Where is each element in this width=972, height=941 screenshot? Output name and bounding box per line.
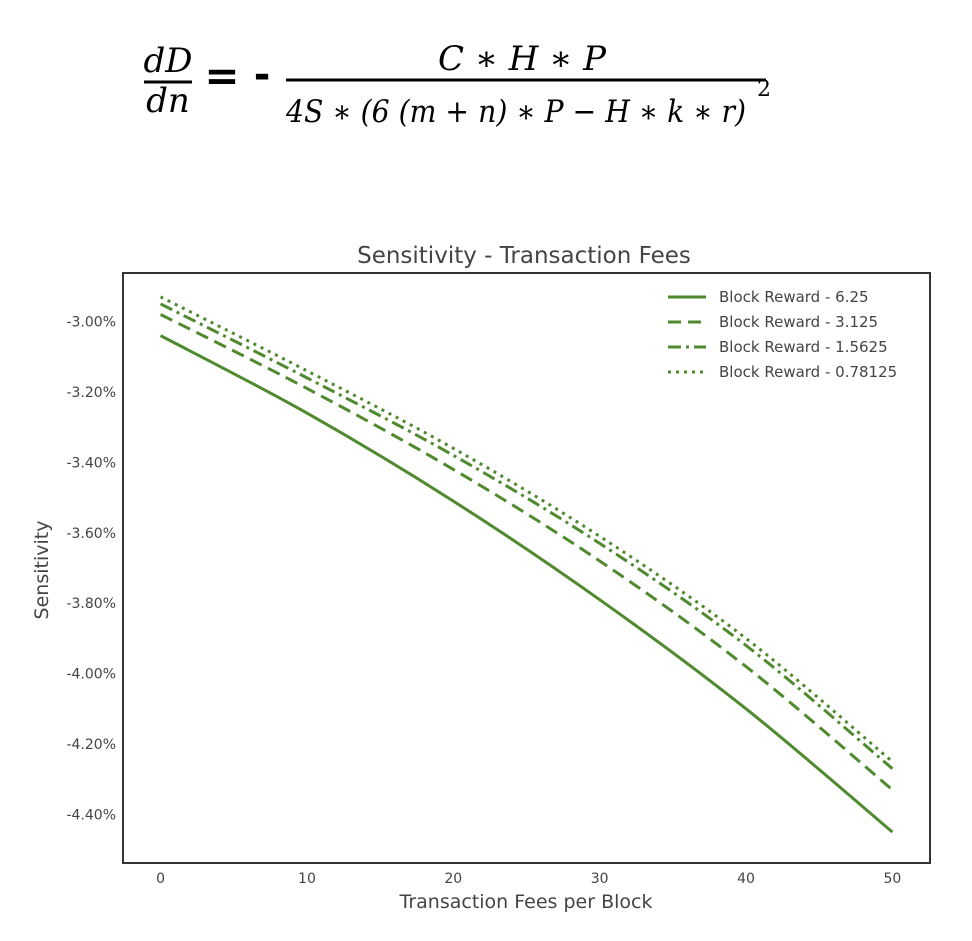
x-tick-label: 50 bbox=[883, 871, 901, 887]
legend-label: Block Reward - 0.78125 bbox=[719, 363, 897, 381]
chart-title: Sensitivity - Transaction Fees bbox=[357, 243, 691, 269]
y-tick-label: -3.80% bbox=[66, 596, 116, 612]
x-tick-label: 40 bbox=[737, 871, 755, 887]
series-line-3 bbox=[159, 302, 894, 770]
plot-area-frame bbox=[122, 272, 931, 864]
series-lines bbox=[159, 295, 894, 834]
y-tick-label: -4.20% bbox=[66, 737, 116, 753]
y-axis-ticks: -3.00% -3.20% -3.40% -3.60% -3.80% -4.00% -4.2… bbox=[66, 315, 116, 824]
y-axis-label: Sensitivity bbox=[31, 521, 53, 620]
y-tick-label: -4.00% bbox=[66, 667, 116, 683]
formula-sign: - bbox=[254, 52, 271, 98]
legend-label: Block Reward - 1.5625 bbox=[719, 338, 888, 356]
series-line-4 bbox=[159, 295, 894, 763]
legend-label: Block Reward - 3.125 bbox=[719, 313, 878, 331]
y-tick-label: -3.60% bbox=[66, 526, 116, 542]
x-axis-label: Transaction Fees per Block bbox=[399, 891, 653, 913]
formula-lhs-denominator: dn bbox=[146, 81, 190, 121]
x-tick-label: 10 bbox=[298, 871, 316, 887]
y-tick-label: -3.20% bbox=[66, 385, 116, 401]
x-axis-ticks: 0 10 20 30 40 50 bbox=[156, 871, 901, 887]
series-line-1 bbox=[159, 334, 894, 834]
sensitivity-chart: Sensitivity - Transaction Fees -3.00%-3.… bbox=[31, 243, 931, 913]
legend-label: Block Reward - 6.25 bbox=[719, 288, 869, 306]
formula-rhs-denominator: 4S ∗ (6 (m + n) ∗ P − H ∗ k ∗ r) bbox=[285, 94, 746, 130]
formula-rhs-numerator: C ∗ H ∗ P bbox=[438, 39, 607, 79]
y-tick-label: -3.40% bbox=[66, 455, 116, 471]
formula-lhs-numerator: dD bbox=[143, 41, 192, 81]
sensitivity-formula: dD dn = - C ∗ H ∗ P 4S ∗ (6 (m + n) ∗ P … bbox=[143, 39, 771, 130]
y-tick-label: -3.00% bbox=[66, 315, 116, 331]
x-tick-label: 30 bbox=[591, 871, 609, 887]
y-tick-label: -4.40% bbox=[66, 807, 116, 823]
x-tick-label: 20 bbox=[444, 871, 462, 887]
x-tick-label: 0 bbox=[156, 871, 165, 887]
formula-equals: = bbox=[204, 51, 239, 100]
formula-exponent: 2 bbox=[757, 77, 771, 102]
chart-legend: Block Reward - 6.25 Block Reward - 3.125 B… bbox=[668, 288, 897, 381]
series-line-2 bbox=[159, 313, 894, 791]
